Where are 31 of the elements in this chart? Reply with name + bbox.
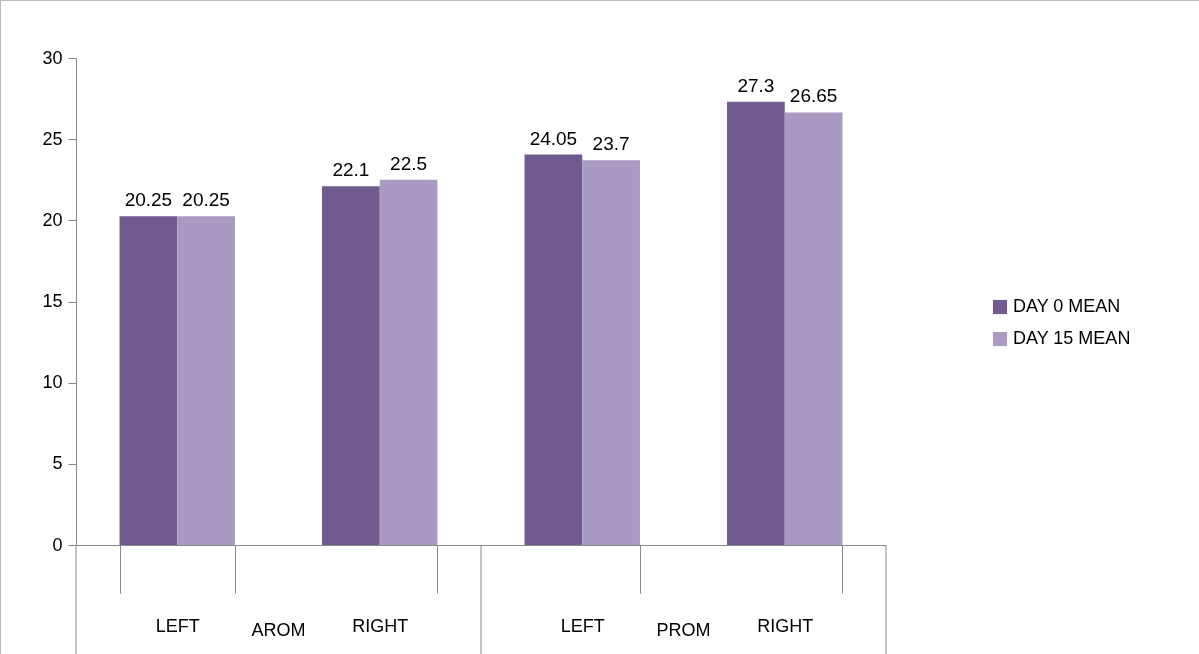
legend-label: DAY 15 MEAN (1013, 328, 1131, 348)
bar (524, 154, 583, 545)
data-label: 22.5 (390, 152, 428, 174)
y-tick-label: 15 (42, 291, 63, 311)
y-tick-label: 20 (42, 209, 63, 230)
bar (727, 101, 785, 545)
data-label: 23.7 (592, 133, 630, 155)
legend-label: DAY 0 MEAN (1013, 296, 1121, 316)
y-tick-label: 5 (52, 453, 63, 474)
data-label: 24.05 (529, 127, 578, 149)
x-tick-label: LEFT (560, 615, 605, 636)
bar (582, 160, 640, 545)
bar (119, 216, 178, 545)
bar (322, 186, 380, 545)
text: AROM (251, 620, 306, 640)
y-tick-label: 30 (42, 47, 63, 68)
x-tick-label: RIGHT (352, 615, 409, 636)
text: PROM (656, 620, 711, 640)
bar (784, 112, 843, 545)
y-tick-label: 25 (42, 128, 63, 149)
data-label: 20.25 (124, 189, 173, 211)
data-label: 26.65 (789, 85, 838, 107)
x-tick-label: LEFT (155, 615, 200, 636)
y-tick-label: 0 (52, 534, 63, 555)
data-label: 20.25 (182, 189, 230, 211)
data-label: 27.3 (737, 74, 775, 96)
y-tick-label: 10 (42, 372, 63, 393)
bar (177, 216, 235, 545)
bar (379, 179, 438, 545)
data-label: 22.1 (332, 159, 370, 181)
x-tick-label: RIGHT (757, 615, 814, 636)
